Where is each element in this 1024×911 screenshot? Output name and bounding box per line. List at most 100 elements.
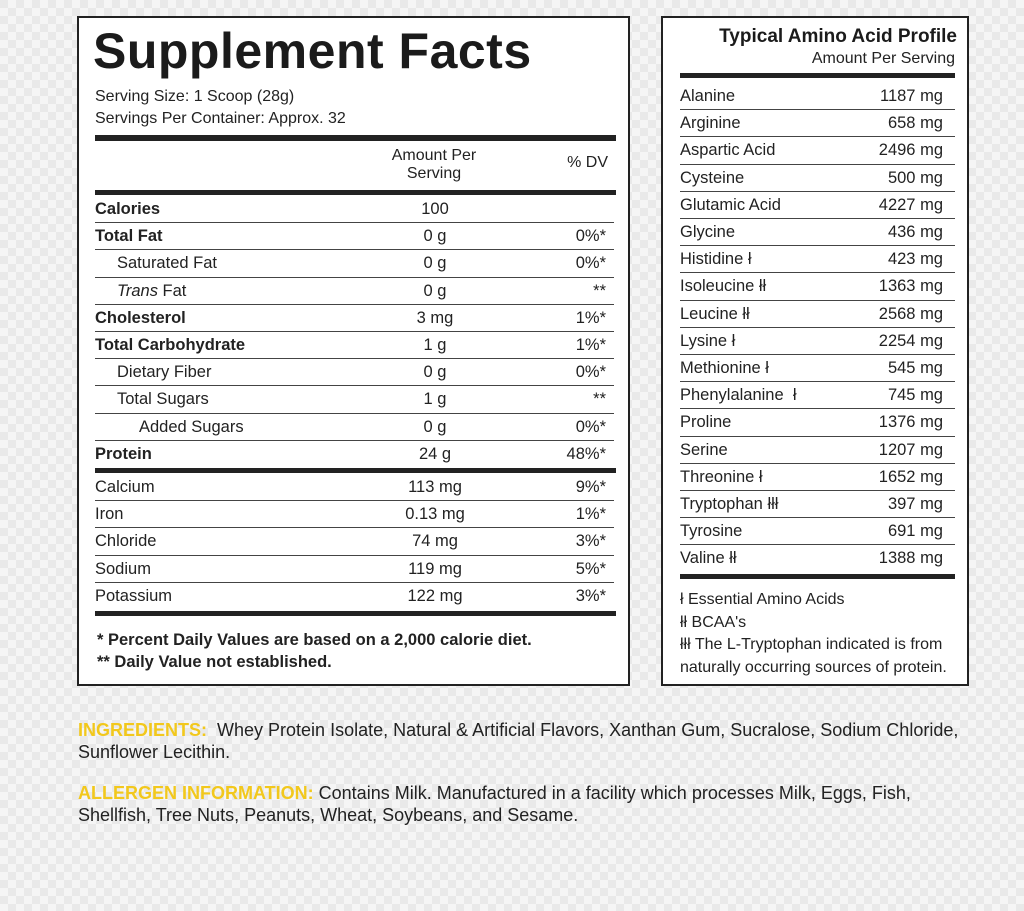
dv-header: % DV bbox=[567, 154, 608, 171]
amino-name: Tryptophan łłł bbox=[680, 495, 779, 513]
mineral-row: Calcium 113 mg 9%* bbox=[95, 474, 614, 502]
amino-row: Glutamic Acid 4227 mg bbox=[680, 192, 955, 219]
nutrient-amount: 1 g bbox=[423, 336, 447, 354]
amino-name: Cysteine bbox=[680, 168, 745, 187]
nutrient-amount: 100 bbox=[421, 200, 449, 218]
amino-value: 1388 mg bbox=[878, 549, 943, 568]
amino-row: Alanine 1187 mg bbox=[680, 83, 955, 111]
mineral-label: Iron bbox=[95, 505, 124, 524]
nutrient-name-suffix: Fat bbox=[157, 281, 187, 300]
nutrient-dv: 1%* bbox=[575, 336, 606, 354]
nutrient-row: Trans Fat 0 g ** bbox=[95, 278, 614, 305]
amino-row: Aspartic Acid 2496 mg bbox=[680, 137, 955, 165]
nutrient-dv: 0%* bbox=[575, 254, 606, 273]
nutrient-row: Total Sugars 1 g ** bbox=[95, 386, 614, 414]
divider bbox=[95, 135, 616, 141]
ingredients-text: Whey Protein Isolate, Natural & Artifici… bbox=[78, 720, 964, 762]
nutrient-label: Trans Fat bbox=[117, 278, 186, 304]
ingredients: INGREDIENTS: Whey Protein Isolate, Natur… bbox=[78, 719, 978, 763]
nutrient-label: Calories bbox=[95, 196, 160, 222]
nutrient-name: Saturated Fat bbox=[117, 254, 217, 273]
amino-name: Leucine łł bbox=[680, 304, 750, 323]
amino-value: 1207 mg bbox=[878, 440, 943, 459]
amino-value: 1363 mg bbox=[878, 277, 943, 296]
amino-row: Isoleucine łł 1363 mg bbox=[680, 273, 955, 301]
nutrient-dv: 0%* bbox=[575, 227, 606, 246]
nutrient-dv: 48%* bbox=[566, 444, 606, 463]
nutrient-amount: 0 g bbox=[423, 363, 447, 382]
nutrient-name: Total Carbohydrate bbox=[95, 336, 246, 354]
divider bbox=[95, 611, 616, 616]
amino-value: 745 mg bbox=[887, 386, 943, 405]
nutrient-amount: 0 g bbox=[423, 254, 447, 273]
amino-acid-panel: Typical Amino Acid Profile Amount Per Se… bbox=[661, 16, 969, 686]
nutrient-name: Trans bbox=[117, 281, 158, 300]
legend-line: łł BCAA's bbox=[680, 613, 747, 631]
mineral-label: Potassium bbox=[95, 586, 173, 605]
nutrient-amount: 24 g bbox=[418, 444, 452, 463]
allergen-text: Contains Milk. Manufactured in a facilit… bbox=[78, 783, 911, 825]
divider bbox=[680, 574, 955, 579]
mineral-label: Sodium bbox=[95, 559, 151, 578]
amino-row: Phenylalanine ł 745 mg bbox=[680, 382, 955, 410]
mineral-dv: 5%* bbox=[575, 559, 606, 578]
nutrient-name: Cholesterol bbox=[95, 308, 186, 327]
mineral-dv: 3%* bbox=[575, 586, 606, 605]
footnote-not-established: ** Daily Value not established. bbox=[97, 653, 332, 671]
amount-header-line1: Amount Per bbox=[391, 147, 477, 164]
supplement-facts-panel: Supplement Facts Serving Size: 1 Scoop (… bbox=[77, 16, 630, 686]
mineral-label: Chloride bbox=[95, 532, 157, 551]
nutrient-dv: 0%* bbox=[575, 363, 606, 382]
footnote-dv: * Percent Daily Values are based on a 2,… bbox=[97, 631, 532, 649]
nutrient-name: Calories bbox=[95, 200, 161, 218]
amino-name: Serine bbox=[680, 440, 728, 459]
mineral-row: Iron 0.13 mg 1%* bbox=[95, 501, 614, 529]
amino-row: Cysteine 500 mg bbox=[680, 165, 955, 192]
amino-row: Leucine łł 2568 mg bbox=[680, 301, 955, 328]
nutrient-label: Total Fat bbox=[95, 223, 163, 249]
nutrient-name: Dietary Fiber bbox=[117, 363, 212, 382]
ingredients-label: INGREDIENTS: bbox=[78, 720, 208, 740]
amino-value: 2254 mg bbox=[878, 331, 943, 350]
amino-name: Phenylalanine ł bbox=[680, 386, 797, 405]
amino-name: Valine łł bbox=[680, 549, 737, 568]
amino-name: Aspartic Acid bbox=[680, 141, 776, 160]
nutrient-dv: 0%* bbox=[575, 417, 606, 436]
nutrient-amount: 0 g bbox=[423, 417, 447, 436]
nutrient-label: Total Sugars bbox=[117, 386, 209, 412]
legend-line: naturally occurring sources of protein. bbox=[680, 658, 947, 676]
mineral-label: Calcium bbox=[95, 478, 155, 496]
amino-value: 1376 mg bbox=[878, 413, 943, 432]
amino-name: Isoleucine łł bbox=[680, 277, 767, 296]
nutrient-amount: 1 g bbox=[423, 390, 447, 409]
amount-header-line2: Serving bbox=[406, 165, 462, 182]
legend-line: łłł The L-Tryptophan indicated is from bbox=[680, 636, 943, 653]
amino-value: 658 mg bbox=[887, 114, 943, 133]
amino-value: 545 mg bbox=[887, 359, 943, 377]
amino-subtitle: Amount Per Serving bbox=[811, 50, 955, 67]
mineral-dv: 9%* bbox=[575, 478, 606, 496]
allergen-label: ALLERGEN INFORMATION: bbox=[78, 783, 314, 803]
amount-header: Amount Per Serving bbox=[369, 147, 499, 183]
amino-name: Glutamic Acid bbox=[680, 195, 781, 214]
nutrient-dv: 1%* bbox=[575, 308, 606, 327]
amino-row: Arginine 658 mg bbox=[680, 110, 955, 138]
amino-value: 1187 mg bbox=[880, 87, 943, 105]
amino-row: Threonine ł 1652 mg bbox=[680, 464, 955, 491]
servings-per-container: Servings Per Container: Approx. 32 bbox=[95, 110, 346, 127]
nutrient-row: Total Carbohydrate 1 g 1%* bbox=[95, 332, 614, 360]
nutrient-amount: 0 g bbox=[423, 227, 447, 246]
amino-value: 4227 mg bbox=[878, 195, 943, 214]
divider bbox=[95, 190, 616, 195]
panel-title: Supplement Facts bbox=[93, 23, 532, 79]
amino-row: Serine 1207 mg bbox=[680, 437, 955, 464]
mineral-amount: 113 mg bbox=[408, 478, 462, 496]
nutrient-amount: 0 g bbox=[423, 281, 447, 300]
amino-row: Glycine 436 mg bbox=[680, 219, 955, 247]
amino-name: Proline bbox=[680, 413, 732, 432]
mineral-row: Potassium 122 mg 3%* bbox=[95, 583, 614, 610]
mineral-dv: 1%* bbox=[575, 505, 606, 524]
amino-value: 2568 mg bbox=[878, 304, 943, 323]
amino-name: Glycine bbox=[680, 223, 736, 241]
amino-row: Histidine ł 423 mg bbox=[680, 246, 955, 274]
